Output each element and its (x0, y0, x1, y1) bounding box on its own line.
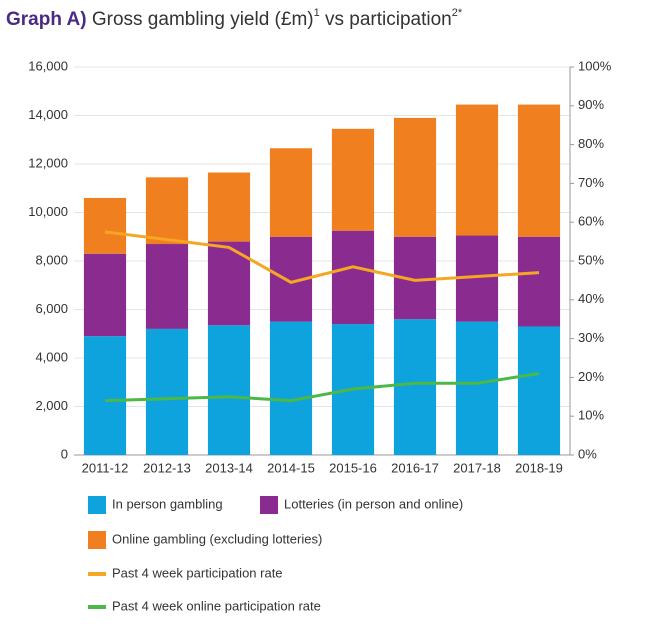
bar-segment (145, 244, 189, 329)
x-tick-label: 2017-18 (453, 460, 501, 475)
x-tick-label: 2018-19 (515, 460, 563, 475)
legend-label: Lotteries (in person and online) (284, 496, 463, 511)
bar-segment (83, 197, 127, 254)
title-text: Gross gambling yield (£m) (92, 9, 314, 30)
y-tick-label: 2,000 (35, 398, 68, 413)
y2-tick-label: 80% (578, 136, 604, 151)
legend-label: Past 4 week online participation rate (112, 598, 321, 613)
chart-title: Graph A) Gross gambling yield (£m)1 vs p… (6, 7, 463, 30)
bar-segment (393, 117, 437, 237)
bar-segment (145, 177, 189, 245)
x-tick-label: 2013-14 (205, 460, 253, 475)
title-note: 2* (452, 7, 463, 19)
y-tick-label: 0 (61, 446, 68, 461)
y2-tick-label: 60% (578, 214, 604, 229)
legend-swatch (260, 496, 278, 514)
y-tick-label: 16,000 (28, 58, 68, 73)
bar-segment (393, 319, 437, 455)
y2-tick-label: 100% (578, 58, 612, 73)
bar-segment (455, 104, 499, 236)
bar-segment (269, 148, 313, 237)
title-note: 1 (314, 7, 320, 19)
bar-segment (517, 236, 561, 327)
y2-tick-label: 0% (578, 446, 597, 461)
y-tick-label: 4,000 (35, 349, 68, 364)
legend-swatch (88, 531, 106, 549)
y-tick-label: 8,000 (35, 252, 68, 267)
bar-segment (331, 128, 375, 231)
legend-label: Online gambling (excluding lotteries) (112, 531, 322, 546)
title-label: Graph A) (6, 9, 87, 30)
bar-segment (455, 321, 499, 455)
y2-tick-label: 70% (578, 175, 604, 190)
bar-segment (517, 104, 561, 237)
bar-segment (83, 253, 127, 337)
x-tick-label: 2016-17 (391, 460, 439, 475)
bar-segment (207, 172, 251, 242)
legend-swatch (88, 496, 106, 514)
y2-tick-label: 90% (578, 97, 604, 112)
bar-segment (517, 326, 561, 455)
y-tick-label: 14,000 (28, 107, 68, 122)
bar-segment (207, 325, 251, 455)
y-tick-label: 12,000 (28, 155, 68, 170)
y2-tick-label: 20% (578, 369, 604, 384)
y2-tick-label: 10% (578, 408, 604, 423)
legend-label: Past 4 week participation rate (112, 565, 283, 580)
bar-segment (145, 328, 189, 455)
line (104, 230, 540, 284)
y2-tick-label: 30% (578, 330, 604, 345)
y2-tick-label: 50% (578, 252, 604, 267)
x-tick-label: 2011-12 (82, 460, 129, 475)
x-tick-label: 2012-13 (143, 460, 191, 475)
line (104, 372, 540, 403)
title-text: vs participation (320, 9, 452, 30)
y2-tick-label: 40% (578, 291, 604, 306)
bar-segment (331, 230, 375, 325)
x-tick-label: 2015-16 (329, 460, 377, 475)
bar-segment (269, 321, 313, 455)
bar-segment (83, 336, 127, 455)
legend-label: In person gambling (112, 496, 223, 511)
y-tick-label: 10,000 (28, 204, 68, 219)
y-tick-label: 6,000 (35, 301, 68, 316)
x-tick-label: 2014-15 (267, 460, 315, 475)
